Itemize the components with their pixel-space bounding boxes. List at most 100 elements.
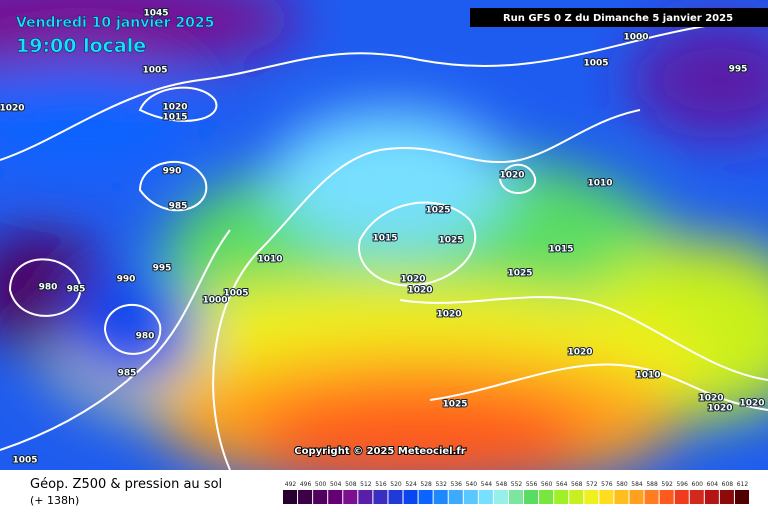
pressure-label: 980: [39, 283, 58, 293]
pressure-label: 1005: [223, 289, 248, 299]
pressure-label: 1025: [507, 269, 532, 279]
legend-label: 540: [466, 481, 478, 488]
legend-swatch: [493, 490, 508, 504]
legend-swatch: [689, 490, 704, 504]
legend-label: 564: [556, 481, 568, 488]
legend-label: 520: [390, 481, 402, 488]
legend-swatch: [508, 490, 524, 504]
footer-lead: (+ 138h): [30, 494, 79, 507]
pressure-label: 1045: [143, 9, 168, 19]
legend-swatch: [734, 490, 749, 504]
pressure-label: 985: [118, 369, 137, 379]
legend-swatch: [298, 490, 313, 504]
legend-swatch: [719, 490, 734, 504]
legend-label: 504: [330, 481, 342, 488]
legend-label: 544: [481, 481, 493, 488]
pressure-label: 1005: [142, 66, 167, 76]
legend-label: 496: [300, 481, 312, 488]
pressure-label: 1020: [739, 399, 764, 409]
legend-label: 608: [722, 481, 734, 488]
legend-swatch: [388, 490, 403, 504]
legend-label: 580: [616, 481, 628, 488]
legend-swatch: [418, 490, 433, 504]
run-banner: [470, 8, 768, 27]
pressure-label: 1025: [438, 236, 463, 246]
run-info: Run GFS 0 Z du Dimanche 5 janvier 2025: [503, 13, 733, 24]
legend-label: 568: [571, 481, 583, 488]
pressure-label: 1020: [162, 103, 187, 113]
legend-label: 536: [451, 481, 463, 488]
pressure-label: 1015: [548, 245, 573, 255]
legend-label: 576: [601, 481, 613, 488]
pressure-label: 990: [117, 275, 136, 285]
legend-label: 508: [345, 481, 357, 488]
legend-swatch: [554, 490, 569, 504]
pressure-label: 995: [729, 65, 748, 75]
legend-label: 524: [405, 481, 417, 488]
legend-label: 552: [511, 481, 523, 488]
legend-swatch: [524, 490, 539, 504]
legend-label: 500: [315, 481, 327, 488]
legend-swatch: [644, 490, 659, 504]
legend-swatch: [433, 490, 448, 504]
legend-label: 492: [285, 481, 297, 488]
pressure-label: 1020: [698, 394, 723, 404]
legend-label: 584: [631, 481, 643, 488]
legend-label: 560: [541, 481, 553, 488]
legend-label: 572: [586, 481, 598, 488]
pressure-label: 1025: [442, 400, 467, 410]
legend-swatch: [704, 490, 719, 504]
geopotential-field: [0, 0, 768, 470]
legend-label: 548: [496, 481, 508, 488]
legend-label: 512: [360, 481, 372, 488]
pressure-label: 1015: [162, 113, 187, 123]
legend-swatch: [659, 490, 674, 504]
pressure-label: 990: [163, 167, 182, 177]
isobars: [0, 17, 768, 470]
pressure-label: 1020: [407, 286, 432, 296]
legend-swatch: [569, 490, 584, 504]
pressure-label: 1010: [257, 255, 282, 265]
pressure-label: 980: [136, 332, 155, 342]
legend-swatch: [328, 490, 343, 504]
legend-swatch: [629, 490, 644, 504]
pressure-label: 985: [67, 285, 86, 295]
legend-swatch: [373, 490, 388, 504]
pressure-label: 1020: [499, 171, 524, 181]
pressure-label: 1005: [583, 59, 608, 69]
legend-label: 532: [435, 481, 447, 488]
legend-swatch: [478, 490, 493, 504]
legend-swatch: [614, 490, 629, 504]
legend-swatch: [674, 490, 689, 504]
pressure-label: 985: [169, 202, 188, 212]
legend-swatch: [283, 490, 298, 504]
pressure-label: 1020: [567, 348, 592, 358]
legend-swatch: [403, 490, 418, 504]
legend-swatch: [313, 490, 328, 504]
pressure-label: 1020: [707, 404, 732, 414]
pressure-label: 1005: [12, 456, 37, 466]
legend-label: 612: [737, 481, 749, 488]
pressure-label: 1025: [425, 206, 450, 216]
pressure-label: 1015: [372, 234, 397, 244]
legend-label: 592: [661, 481, 673, 488]
legend-label: 596: [676, 481, 688, 488]
pressure-label: 1020: [0, 104, 25, 114]
pressure-label: 1000: [623, 33, 648, 43]
legend-swatch: [599, 490, 614, 504]
pressure-label: 1000: [202, 296, 227, 306]
legend-swatch: [358, 490, 373, 504]
pressure-label: 995: [153, 264, 172, 274]
legend-swatch: [343, 490, 358, 504]
pressure-label: 1010: [635, 371, 660, 381]
legend-label: 516: [375, 481, 387, 488]
legend-swatch: [584, 490, 599, 504]
pressure-label: 1020: [400, 275, 425, 285]
legend-swatch: [448, 490, 463, 504]
forecast-time: 19:00 locale: [16, 35, 146, 57]
legend-label: 556: [526, 481, 538, 488]
footer-title: Géop. Z500 & pression au sol: [30, 477, 222, 492]
legend-swatch: [539, 490, 554, 504]
forecast-date: Vendredi 10 janvier 2025: [16, 15, 214, 31]
